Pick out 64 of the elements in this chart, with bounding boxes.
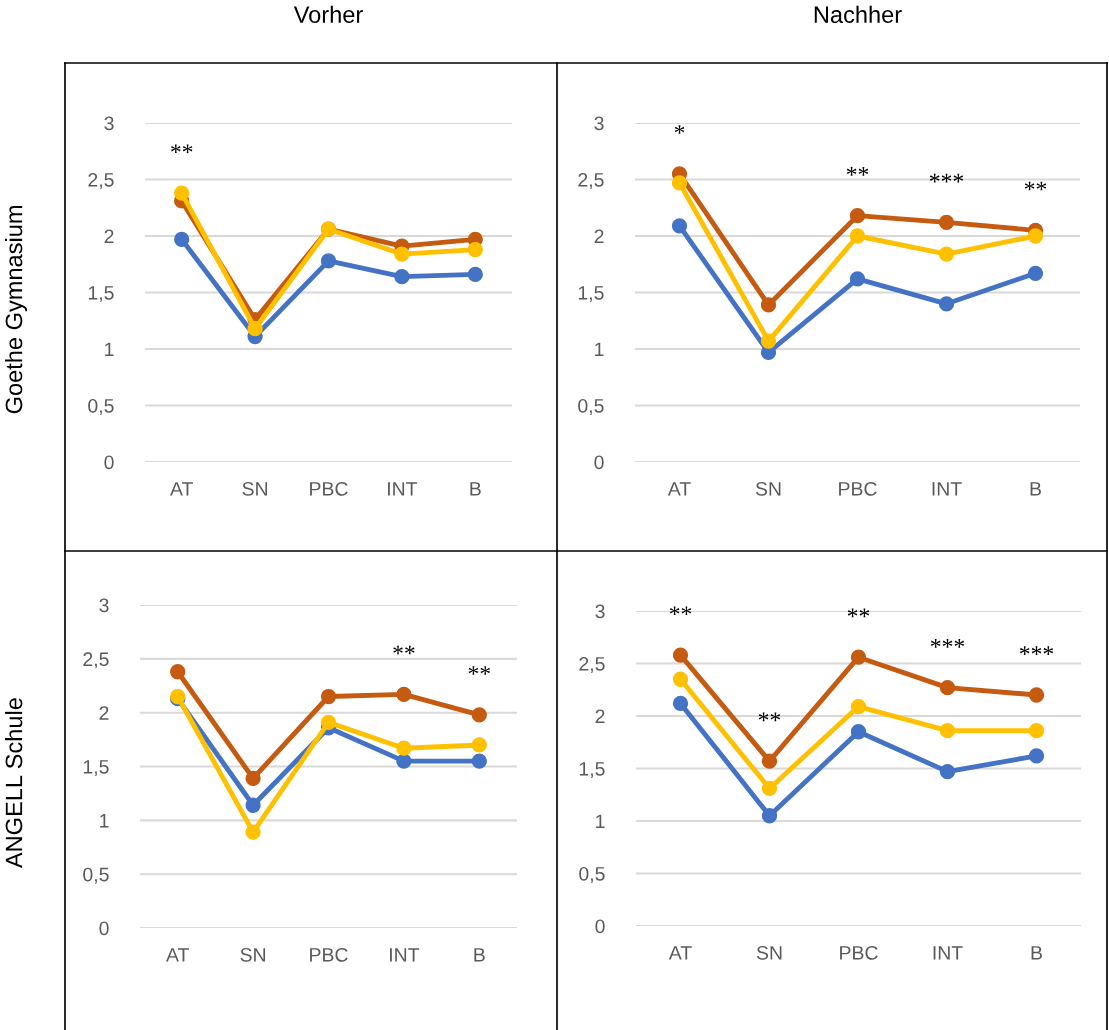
- annotation: **: [468, 666, 490, 675]
- y-tick-label: 0,5: [578, 398, 604, 416]
- y-tick-label: 0: [99, 921, 109, 936]
- x-tick-label: B: [1031, 946, 1042, 960]
- chart-title: Vorher: [293, 5, 363, 23]
- y-tick-label: 3: [99, 598, 109, 613]
- x-tick-label: INT: [932, 482, 962, 496]
- annotation: **: [846, 166, 869, 176]
- y-tick-label: 3: [104, 116, 114, 131]
- x-tick-label: SN: [755, 481, 781, 496]
- annotation: **: [1024, 181, 1047, 191]
- x-tick-label: INT: [388, 482, 418, 496]
- y-tick-label: 2,5: [579, 656, 605, 674]
- x-tick-label: AT: [667, 482, 691, 496]
- x-tick-label: AT: [170, 482, 193, 496]
- y-tick-label: 0,5: [83, 867, 109, 884]
- chart-title: Nachher: [814, 5, 902, 23]
- y-tick-label: 3: [594, 116, 604, 131]
- x-tick-label: B: [1030, 482, 1041, 496]
- annotation: **: [758, 712, 781, 722]
- x-tick-label: PBC: [839, 481, 877, 496]
- annotation: **: [669, 606, 692, 616]
- y-axis-title: ANGELL Schule: [4, 698, 23, 869]
- y-tick-label: 1: [105, 342, 114, 357]
- x-tick-label: SN: [756, 945, 782, 960]
- y-tick-label: 0,5: [88, 398, 114, 416]
- x-tick-label: PBC: [310, 481, 348, 496]
- y-tick-label: 0,5: [579, 866, 605, 884]
- annotation: ***: [1019, 646, 1054, 655]
- y-tick-label: 1,5: [579, 762, 605, 779]
- x-tick-label: PBC: [840, 945, 878, 960]
- y-tick-label: 1: [595, 342, 604, 357]
- x-tick-label: INT: [933, 946, 963, 960]
- annotation: **: [847, 608, 870, 618]
- y-tick-label: 1,5: [83, 760, 109, 777]
- y-tick-label: 1: [100, 814, 109, 828]
- annotation: **: [393, 645, 415, 655]
- y-tick-label: 2: [99, 706, 109, 720]
- annotation: **: [171, 144, 193, 154]
- x-tick-label: B: [470, 482, 481, 496]
- y-tick-label: 2,5: [578, 172, 604, 190]
- annotation: ***: [930, 638, 965, 648]
- y-axis-title: Goethe Gymnasium: [4, 206, 27, 414]
- y-tick-label: 0: [104, 455, 114, 470]
- y-tick-label: 2: [595, 709, 605, 724]
- annotation: ***: [929, 173, 964, 183]
- y-tick-label: 1,5: [578, 286, 604, 303]
- y-tick-label: 2,5: [88, 172, 114, 190]
- y-tick-label: 1: [596, 814, 605, 829]
- y-tick-label: 1,5: [88, 286, 114, 303]
- x-tick-label: INT: [390, 948, 420, 962]
- x-tick-label: SN: [240, 947, 266, 962]
- annotation: *: [674, 125, 685, 134]
- y-tick-label: 3: [595, 604, 605, 619]
- y-tick-label: 2: [104, 229, 114, 244]
- x-tick-label: AT: [668, 946, 692, 960]
- x-tick-label: PBC: [310, 947, 348, 962]
- x-tick-label: AT: [166, 948, 189, 962]
- x-tick-label: SN: [242, 481, 268, 496]
- y-tick-label: 2: [594, 229, 604, 244]
- x-tick-label: B: [474, 948, 485, 962]
- y-tick-label: 0: [595, 919, 605, 934]
- y-tick-label: 2,5: [83, 652, 109, 669]
- y-tick-label: 0: [594, 455, 604, 470]
